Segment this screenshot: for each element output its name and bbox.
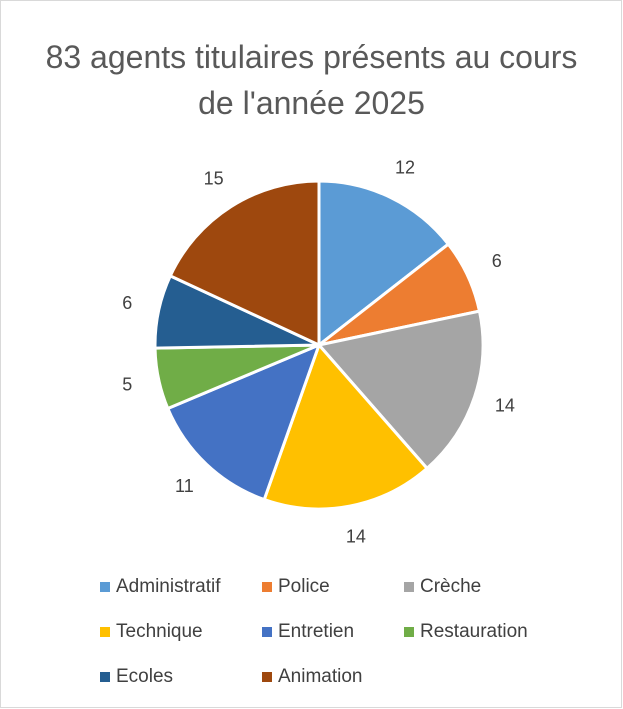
data-label: 14 — [346, 526, 366, 546]
legend-label: Entretien — [278, 621, 354, 642]
data-label: 6 — [122, 293, 132, 313]
legend-label: Ecoles — [116, 666, 173, 687]
pie-slice — [165, 342, 322, 502]
legend-swatch — [262, 582, 272, 592]
legend-label: Restauration — [420, 621, 528, 642]
legend-swatch — [100, 627, 110, 637]
pie-slice — [316, 309, 485, 471]
data-label: 15 — [204, 169, 224, 189]
legend-swatch — [262, 627, 272, 637]
legend-label: Police — [278, 576, 330, 597]
pie-slice — [168, 179, 321, 348]
chart-title: 83 agents titulaires présents au cours d… — [45, 39, 578, 121]
data-label: 11 — [175, 476, 194, 496]
legend-label: Animation — [278, 666, 363, 687]
pie-slice — [317, 179, 451, 349]
legend-swatch — [404, 627, 414, 637]
legend-swatch — [262, 672, 272, 682]
legend-swatch — [100, 582, 110, 592]
legend-label: Administratif — [116, 576, 221, 597]
data-label: 12 — [395, 158, 415, 178]
legend-label: Crèche — [420, 576, 481, 597]
data-label: 6 — [492, 251, 502, 271]
legend-label: Technique — [116, 621, 203, 642]
legend-swatch — [100, 672, 110, 682]
legend-swatch — [404, 582, 414, 592]
data-label: 14 — [495, 396, 515, 416]
data-label: 5 — [122, 374, 132, 394]
